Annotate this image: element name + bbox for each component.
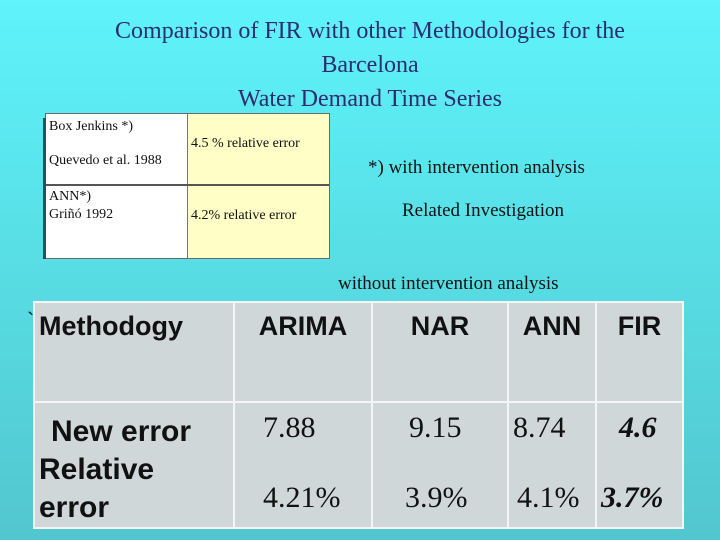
header-ann: ANN bbox=[507, 301, 597, 403]
stray-mark: ` bbox=[27, 308, 35, 333]
related-row2-method: ANN*) bbox=[49, 189, 91, 204]
cell-nar: 9.15 3.9% bbox=[371, 401, 509, 529]
row-label: New error Relative error bbox=[33, 401, 235, 529]
row-label-new-error: New error bbox=[51, 415, 192, 448]
header-arima: ARIMA bbox=[233, 301, 373, 403]
table-divider-vertical bbox=[187, 114, 188, 258]
title-line-2: Barcelona bbox=[321, 52, 419, 78]
title-line-1: Comparison of FIR with other Methodologi… bbox=[115, 18, 625, 44]
table-divider-horizontal bbox=[46, 184, 329, 186]
row-label-relative-error: Relative error bbox=[39, 453, 155, 524]
related-row2-author: Griñó 1992 bbox=[49, 207, 114, 222]
title-line-3: Water Demand Time Series bbox=[237, 86, 503, 112]
fir-relative-error: 3.7% bbox=[601, 481, 664, 514]
related-row1-author: Quevedo et al. 1988 bbox=[49, 153, 162, 168]
cell-fir: 4.6 3.7% bbox=[595, 401, 684, 529]
related-row1-error: 4.5 % relative error bbox=[191, 136, 300, 151]
related-row2-error: 4.2% relative error bbox=[191, 208, 297, 223]
header-nar: NAR bbox=[371, 301, 509, 403]
related-investigation-table: Box Jenkins *) Quevedo et al. 1988 4.5 %… bbox=[43, 113, 330, 259]
note-related: Related Investigation bbox=[402, 200, 564, 221]
slide-title: Comparison of FIR with other Methodologi… bbox=[40, 14, 700, 116]
cell-arima: 7.88 4.21% bbox=[233, 401, 373, 529]
nar-relative-error: 3.9% bbox=[405, 481, 468, 514]
header-fir: FIR bbox=[595, 301, 684, 403]
arima-relative-error: 4.21% bbox=[263, 481, 341, 514]
comparison-table: Methodogy ARIMA NAR ANN FIR New error Re… bbox=[33, 301, 684, 529]
related-row1-method: Box Jenkins *) bbox=[49, 119, 133, 134]
cell-ann: 8.74 4.1% bbox=[507, 401, 597, 529]
table-header-row: Methodogy ARIMA NAR ANN FIR bbox=[33, 301, 684, 403]
arima-new-error: 7.88 bbox=[263, 411, 316, 444]
header-methodology: Methodogy bbox=[33, 301, 235, 403]
fir-new-error: 4.6 bbox=[619, 411, 657, 444]
ann-new-error: 8.74 bbox=[513, 411, 566, 444]
note-without: without intervention analysis bbox=[338, 273, 559, 294]
ann-relative-error: 4.1% bbox=[517, 481, 580, 514]
highlight-column bbox=[188, 114, 329, 258]
nar-new-error: 9.15 bbox=[409, 411, 462, 444]
note-intervention: *) with intervention analysis bbox=[368, 157, 585, 178]
table-row: New error Relative error 7.88 4.21% 9.15… bbox=[33, 401, 684, 529]
table-shadow bbox=[43, 118, 46, 259]
